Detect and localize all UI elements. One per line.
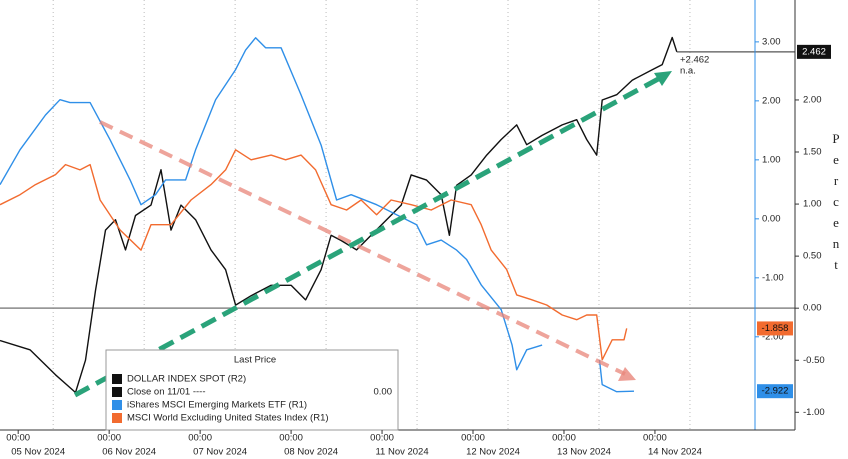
grid: [0, 0, 795, 430]
series-line: [0, 149, 628, 361]
up-arrow-head: [654, 71, 672, 86]
x-tick-label: 00:00: [6, 433, 30, 444]
legend-swatch: [112, 374, 122, 384]
x-tick-label: 00:00: [279, 433, 303, 444]
last-value-label: 2.462: [802, 46, 826, 57]
legend-title: Last Price: [234, 355, 276, 366]
y-tick-label: -2.00: [762, 331, 784, 342]
legend-box: [105, 349, 399, 431]
y2-tick-label: -1.00: [803, 407, 825, 418]
y-tick-label: 0.00: [762, 213, 781, 224]
y-tick-label: -1.00: [762, 272, 784, 283]
x-tick-label: 00:00: [643, 433, 667, 444]
legend-swatch: [112, 413, 122, 423]
legend-swatch: [112, 387, 122, 397]
x-tick-label: 00:00: [461, 433, 485, 444]
axes: 00:00 05 Nov 2024 00:00 06 Nov 2024 00:00 07 …: [6, 36, 831, 458]
trend-arrows: [73, 71, 672, 398]
annotation: n.a.: [680, 65, 696, 76]
series-lines: [0, 36, 795, 394]
series-line: [0, 37, 635, 393]
y2-tick-label: 1.00: [803, 199, 822, 210]
legend-label: Close on 11/01 ----: [127, 387, 206, 398]
up-arrow: [73, 75, 662, 398]
x-date-label: 05 Nov 2024: [11, 447, 65, 458]
legend-label: iShares MSCI Emerging Markets ETF (R1): [127, 400, 307, 411]
last-value-tag: [757, 384, 793, 399]
last-value-label: -2.922: [762, 386, 789, 397]
y-tick-label: 1.00: [762, 154, 781, 165]
down-arrow-head: [618, 367, 636, 381]
legend-label: DOLLAR INDEX SPOT (R2): [127, 374, 246, 385]
last-value-label: -1.858: [762, 323, 789, 334]
y-tick-label: 3.00: [762, 36, 781, 47]
y2-tick-label: 0.50: [803, 251, 822, 262]
y2-tick-label: 1.50: [803, 147, 822, 158]
y2-tick-label: -0.50: [803, 355, 825, 366]
x-date-label: 14 Nov 2024: [648, 447, 702, 458]
last-value-tag: [797, 44, 831, 59]
x-date-label: 13 Nov 2024: [557, 447, 611, 458]
x-date-label: 06 Nov 2024: [102, 447, 156, 458]
legend-label: MSCI World Excluding United States Index…: [127, 413, 329, 424]
y2-tick-label: 2.00: [803, 94, 822, 105]
legend-value: 0.00: [374, 387, 393, 398]
x-date-label: 08 Nov 2024: [284, 447, 338, 458]
y2-tick-label: 0.00: [803, 303, 822, 314]
last-value-tag: [757, 321, 793, 336]
x-tick-label: 00:00: [188, 433, 212, 444]
legend-swatch: [112, 400, 122, 410]
y-tick-label: 2.00: [762, 95, 781, 106]
annotation: +2.462: [680, 54, 709, 65]
down-arrow: [99, 120, 626, 376]
x-date-label: 11 Nov 2024: [375, 447, 428, 458]
x-tick-label: 00:00: [552, 433, 576, 444]
x-tick-label: 00:00: [97, 433, 121, 444]
x-date-label: 12 Nov 2024: [466, 447, 520, 458]
legend: Last Price DOLLAR INDEX SPOT (R2) Close o…: [105, 349, 399, 431]
x-date-label: 07 Nov 2024: [193, 447, 247, 458]
x-tick-label: 00:00: [370, 433, 394, 444]
